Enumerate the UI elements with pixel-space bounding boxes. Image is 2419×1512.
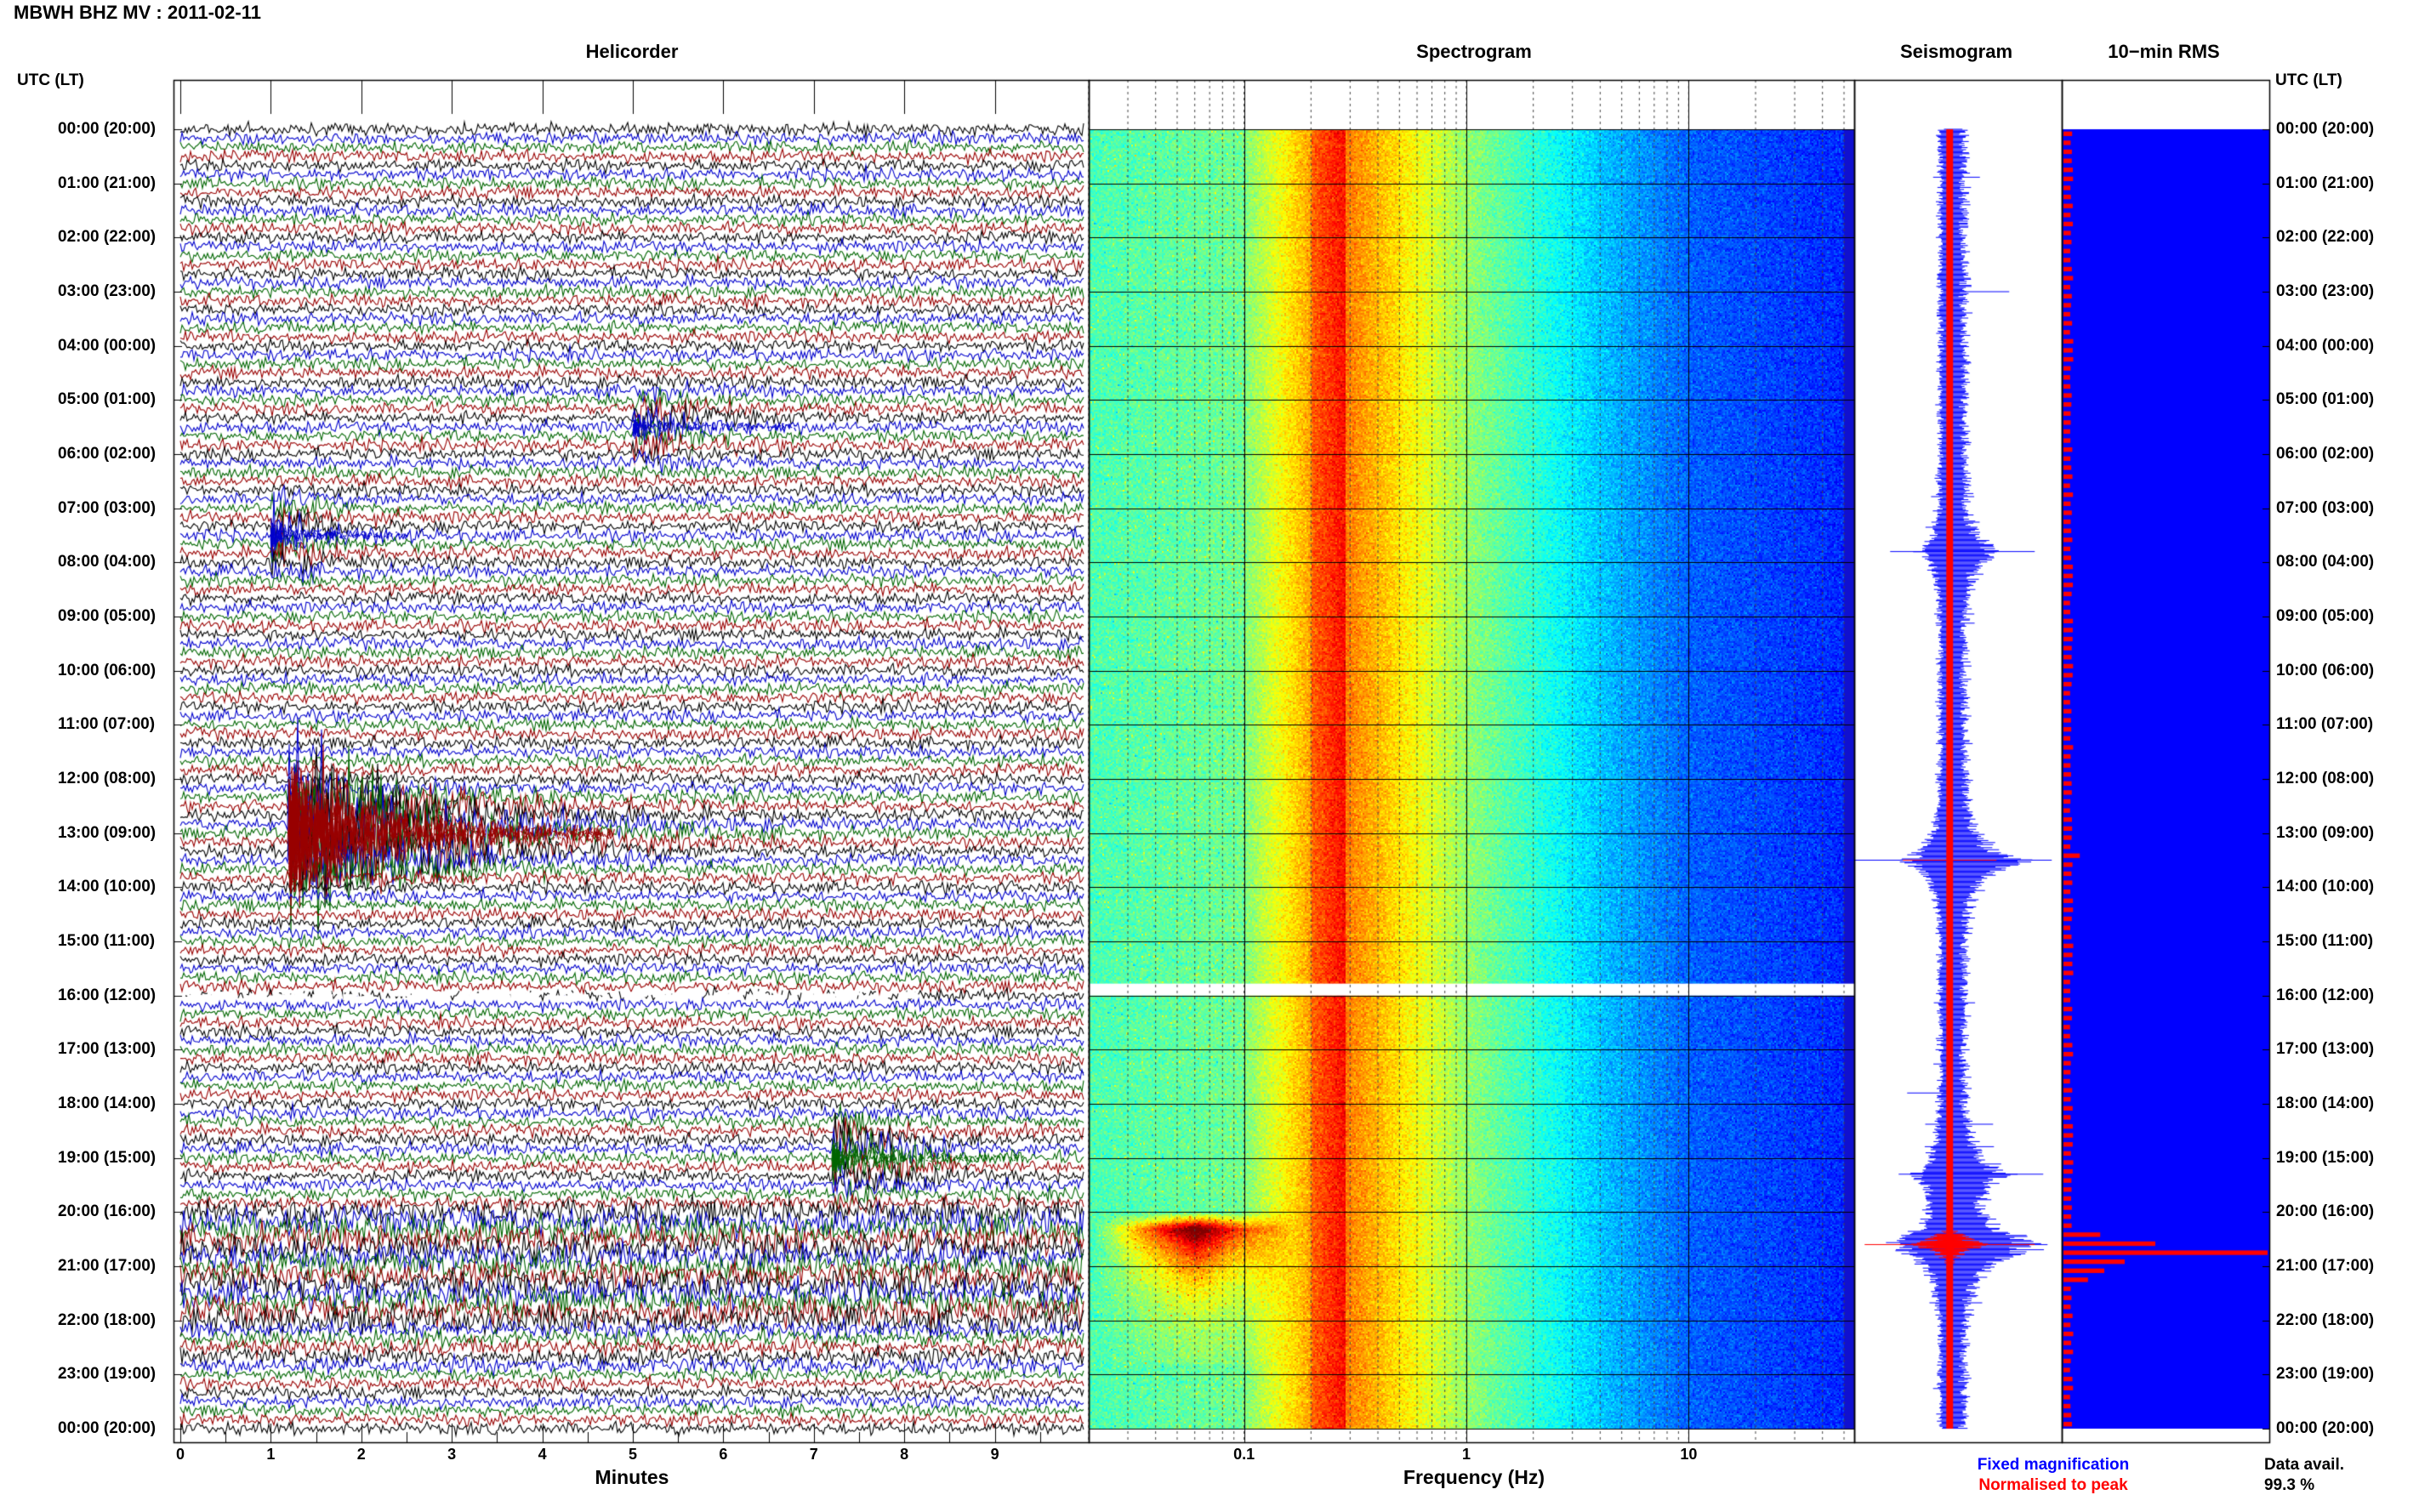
y-tick-label-left: 16:00 (12:00) xyxy=(58,986,157,1004)
data-avail-label: Data avail. xyxy=(2264,1456,2344,1474)
y-tick-label-left: 08:00 (04:00) xyxy=(58,553,157,571)
y-tick-label-left: 23:00 (19:00) xyxy=(58,1365,157,1384)
y-tick-label-right: 05:00 (01:00) xyxy=(2276,390,2375,409)
y-tick-label-left: 20:00 (16:00) xyxy=(58,1202,157,1221)
x-tick-label-frequency: 10 xyxy=(1680,1446,1698,1463)
y-tick-label-right: 03:00 (23:00) xyxy=(2276,282,2375,300)
y-tick-label-right: 02:00 (22:00) xyxy=(2276,228,2375,247)
x-tick-label-frequency: 0.1 xyxy=(1233,1446,1255,1463)
y-tick-label-right: 17:00 (13:00) xyxy=(2276,1040,2375,1059)
y-tick-label-right: 16:00 (12:00) xyxy=(2276,986,2375,1004)
y-tick-label-right: 00:00 (20:00) xyxy=(2276,1419,2375,1437)
y-tick-label-right: 06:00 (02:00) xyxy=(2276,445,2375,463)
x-tick-label-minutes: 8 xyxy=(900,1446,909,1463)
y-tick-label-right: 09:00 (05:00) xyxy=(2276,607,2375,625)
y-tick-label-right: 00:00 (20:00) xyxy=(2276,120,2375,138)
y-tick-label-right: 01:00 (21:00) xyxy=(2276,173,2375,192)
y-tick-label-left: 02:00 (22:00) xyxy=(58,228,157,247)
x-tick-label-minutes: 5 xyxy=(628,1446,638,1463)
y-tick-label-right: 11:00 (07:00) xyxy=(2276,715,2374,734)
minutes-axis-label: Minutes xyxy=(595,1466,669,1488)
y-tick-label-left: 00:00 (20:00) xyxy=(58,1419,157,1437)
x-tick-label-minutes: 2 xyxy=(356,1446,366,1463)
utc-label-left: UTC (LT) xyxy=(17,71,84,89)
utc-label-right: UTC (LT) xyxy=(2275,71,2342,89)
y-tick-label-right: 22:00 (18:00) xyxy=(2276,1310,2375,1329)
y-tick-label-left: 15:00 (11:00) xyxy=(58,932,156,950)
y-tick-label-left: 17:00 (13:00) xyxy=(58,1040,157,1059)
y-tick-label-left: 07:00 (03:00) xyxy=(58,498,157,517)
legend-fixed-magnification: Fixed magnification xyxy=(1977,1456,2130,1474)
y-tick-label-right: 12:00 (08:00) xyxy=(2276,770,2375,787)
y-tick-label-left: 05:00 (01:00) xyxy=(58,390,157,409)
x-tick-label-frequency: 1 xyxy=(1461,1446,1471,1463)
y-tick-label-left: 18:00 (14:00) xyxy=(58,1094,157,1112)
y-tick-label-right: 13:00 (09:00) xyxy=(2276,823,2375,842)
y-tick-label-right: 14:00 (10:00) xyxy=(2276,878,2375,896)
x-tick-label-minutes: 9 xyxy=(990,1446,999,1463)
y-tick-label-left: 22:00 (18:00) xyxy=(58,1310,157,1329)
data-avail-value: 99.3 % xyxy=(2264,1476,2315,1494)
legend-normalised-to-peak: Normalised to peak xyxy=(1978,1476,2128,1494)
y-tick-label-left: 21:00 (17:00) xyxy=(58,1257,157,1275)
y-tick-label-left: 00:00 (20:00) xyxy=(58,120,157,138)
y-tick-label-left: 04:00 (00:00) xyxy=(58,336,157,355)
x-tick-label-minutes: 4 xyxy=(538,1446,547,1463)
x-tick-label-minutes: 1 xyxy=(266,1446,276,1463)
y-tick-label-left: 13:00 (09:00) xyxy=(58,823,157,842)
y-tick-label-right: 10:00 (06:00) xyxy=(2276,661,2375,679)
y-tick-label-right: 23:00 (19:00) xyxy=(2276,1365,2375,1384)
y-tick-label-right: 18:00 (14:00) xyxy=(2276,1094,2375,1112)
y-tick-label-left: 06:00 (02:00) xyxy=(58,445,157,463)
spectrogram-title: Spectrogram xyxy=(1416,41,1532,62)
y-tick-label-left: 12:00 (08:00) xyxy=(58,770,157,787)
y-tick-label-left: 03:00 (23:00) xyxy=(58,282,157,300)
y-tick-label-left: 10:00 (06:00) xyxy=(58,661,157,679)
figure-title: MBWH BHZ MV : 2011-02-11 xyxy=(14,2,261,23)
y-tick-label-right: 20:00 (16:00) xyxy=(2276,1202,2375,1221)
x-tick-label-minutes: 0 xyxy=(175,1446,185,1463)
rms-title: 10−min RMS xyxy=(2108,41,2220,62)
y-tick-label-right: 08:00 (04:00) xyxy=(2276,553,2375,571)
y-tick-label-right: 15:00 (11:00) xyxy=(2276,932,2374,950)
y-tick-label-right: 07:00 (03:00) xyxy=(2276,498,2375,517)
x-tick-label-minutes: 7 xyxy=(809,1446,818,1463)
y-tick-label-left: 11:00 (07:00) xyxy=(58,715,156,734)
helicorder-title: Helicorder xyxy=(585,41,679,62)
y-tick-label-left: 19:00 (15:00) xyxy=(58,1148,157,1167)
y-tick-label-right: 21:00 (17:00) xyxy=(2276,1257,2375,1275)
x-tick-label-minutes: 6 xyxy=(719,1446,728,1463)
y-tick-label-left: 01:00 (21:00) xyxy=(58,173,157,192)
y-tick-label-left: 14:00 (10:00) xyxy=(58,878,157,896)
x-tick-label-minutes: 3 xyxy=(447,1446,457,1463)
y-tick-label-left: 09:00 (05:00) xyxy=(58,607,157,625)
y-tick-label-right: 04:00 (00:00) xyxy=(2276,336,2375,355)
frequency-axis-label: Frequency (Hz) xyxy=(1403,1466,1545,1488)
y-tick-label-right: 19:00 (15:00) xyxy=(2276,1148,2375,1167)
seismogram-title: Seismogram xyxy=(1899,41,2013,62)
